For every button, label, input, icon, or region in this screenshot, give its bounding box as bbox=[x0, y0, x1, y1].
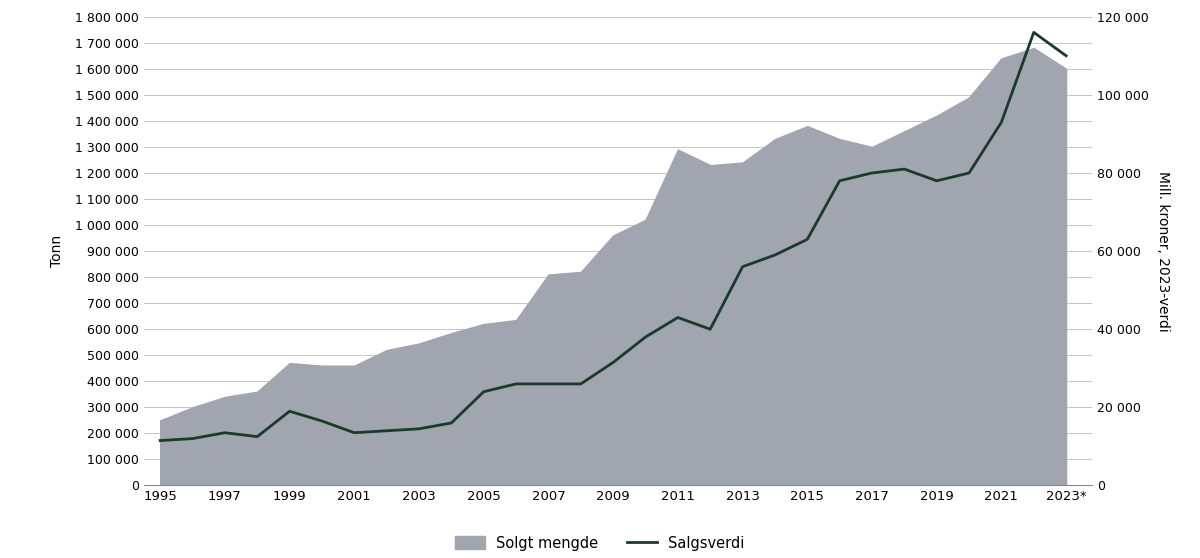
Y-axis label: Mill. kroner, 2023-verdi: Mill. kroner, 2023-verdi bbox=[1156, 171, 1170, 331]
Y-axis label: Tonn: Tonn bbox=[50, 235, 64, 267]
Legend: Solgt mengde, Salgsverdi: Solgt mengde, Salgsverdi bbox=[455, 536, 745, 551]
